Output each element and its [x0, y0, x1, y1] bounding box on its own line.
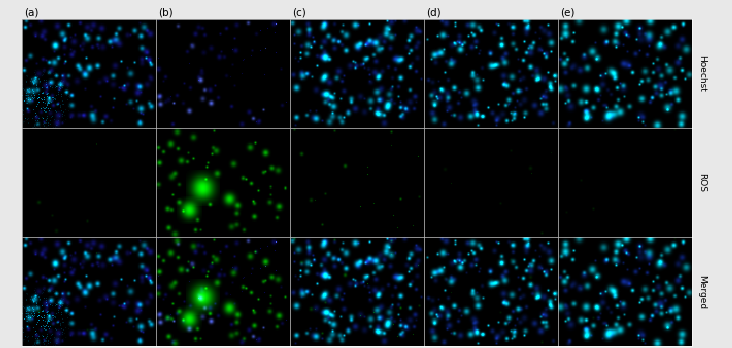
Text: (a): (a) [24, 7, 39, 17]
Text: (c): (c) [292, 7, 306, 17]
Text: (e): (e) [560, 7, 575, 17]
Text: Merged: Merged [698, 275, 706, 309]
Text: (b): (b) [158, 7, 173, 17]
Text: Hoechst: Hoechst [698, 55, 706, 92]
Text: (d): (d) [426, 7, 441, 17]
Text: ROS: ROS [698, 173, 706, 192]
